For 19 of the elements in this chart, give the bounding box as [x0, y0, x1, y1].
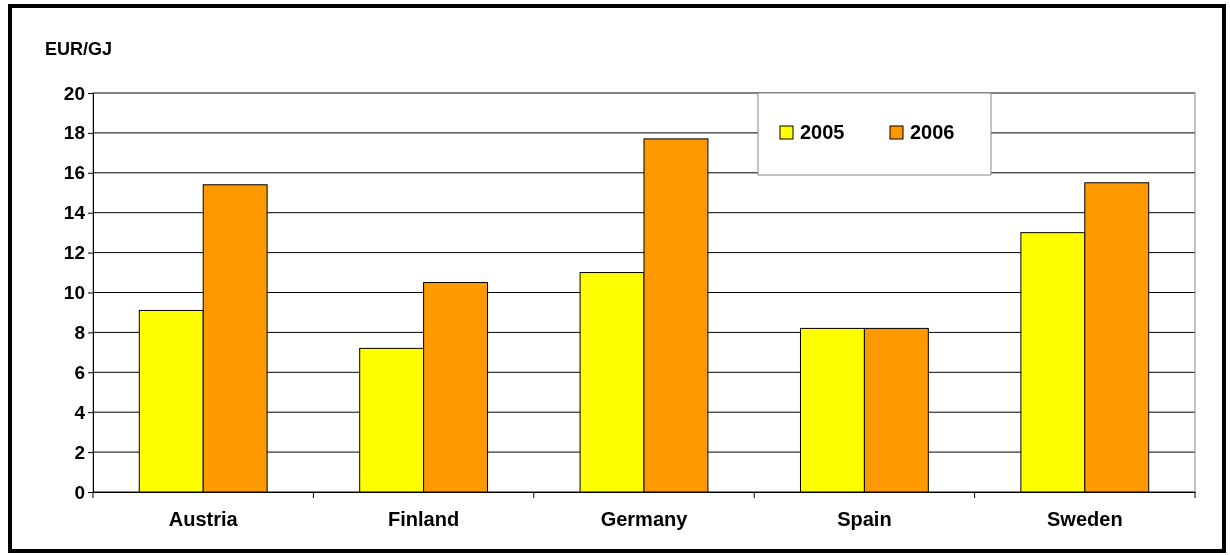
y-tick-label: 10	[63, 282, 85, 304]
y-tick-label: 0	[74, 481, 85, 503]
y-tick-label: 8	[74, 321, 85, 343]
y-tick-label: 16	[63, 162, 85, 184]
legend-label: 2006	[910, 121, 955, 143]
y-tick-label: 20	[63, 82, 85, 104]
x-tick-label: Germany	[600, 508, 689, 531]
y-tick-label: 14	[63, 202, 86, 224]
legend-label: 2005	[800, 121, 845, 143]
x-tick-label: Austria	[168, 508, 239, 531]
y-tick-label: 6	[74, 361, 85, 383]
x-tick-label: Finland	[388, 508, 460, 531]
x-tick-label: Sweden	[1047, 508, 1123, 531]
y-tick-label: 18	[63, 122, 85, 144]
y-tick-label: 4	[74, 401, 86, 423]
y-tick-label: 12	[63, 242, 85, 264]
x-tick-label: Spain	[837, 508, 892, 531]
y-axis-title: EUR/GJ	[45, 39, 113, 59]
y-tick-label: 2	[74, 441, 85, 463]
